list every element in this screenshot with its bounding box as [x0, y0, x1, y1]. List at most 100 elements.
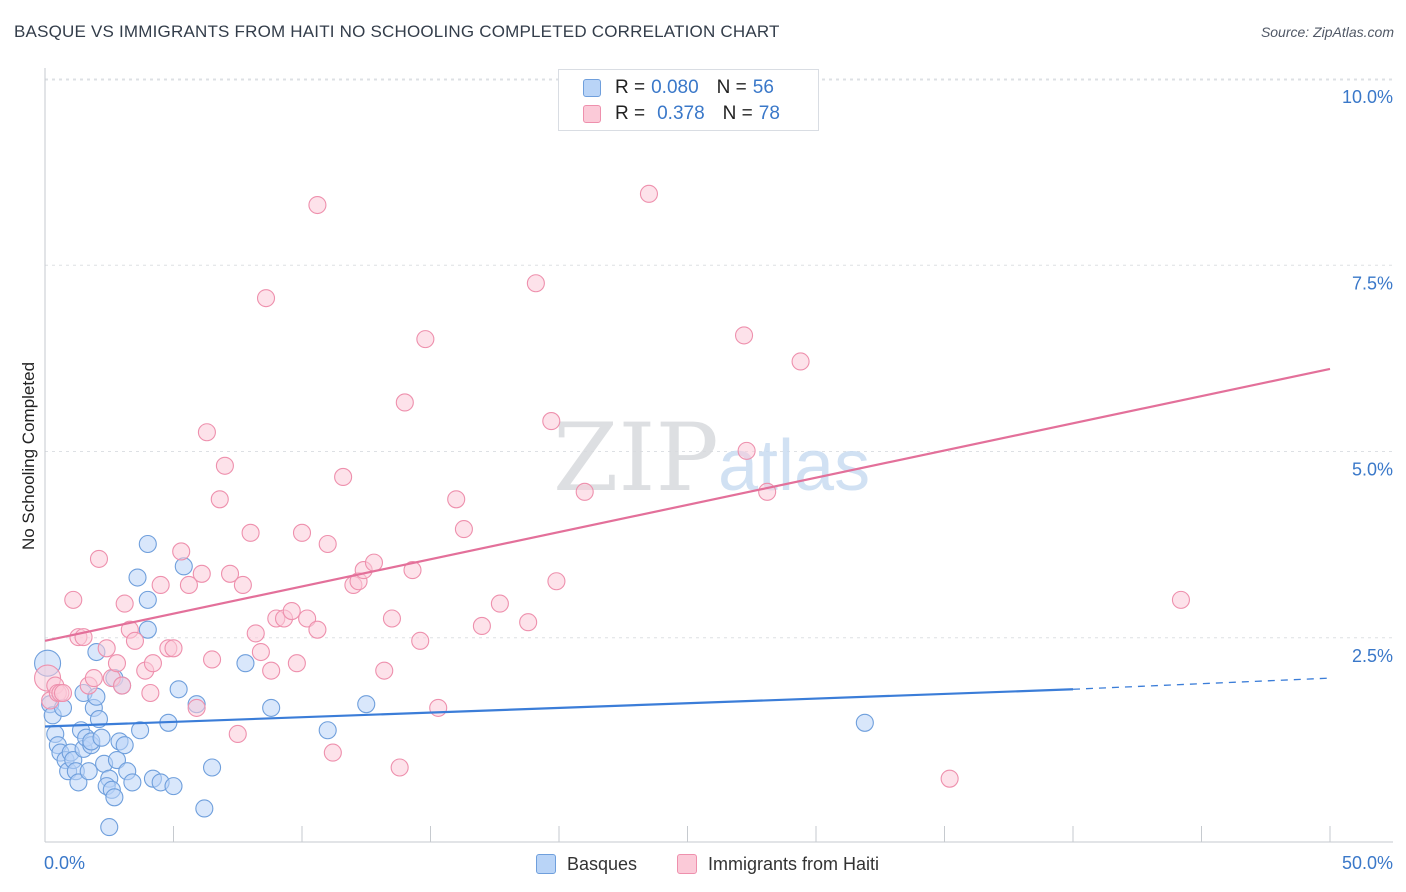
haiti-point: [429, 698, 448, 717]
haiti-point: [364, 553, 384, 572]
haiti-point: [287, 654, 306, 673]
basque-trend-extension: [1072, 677, 1331, 690]
haiti-point: [256, 289, 276, 308]
haiti-trend-line: [44, 367, 1331, 642]
y-tick-label: 7.5%: [1352, 273, 1393, 293]
basque-point: [115, 736, 134, 755]
bottom-legend-basques: Basques: [536, 852, 637, 876]
chart-title: BASQUE VS IMMIGRANTS FROM HAITI NO SCHOO…: [14, 22, 780, 41]
y-tick-label: 5.0%: [1352, 460, 1393, 480]
basque-point: [138, 590, 157, 609]
legend-swatch-basques: [583, 79, 601, 97]
haiti-point: [791, 352, 810, 371]
basque-point: [262, 698, 281, 717]
basque-point: [128, 568, 147, 587]
basque-point: [236, 654, 255, 673]
haiti-point: [308, 620, 327, 639]
legend-r-label: R =: [615, 103, 646, 124]
haiti-point: [382, 609, 402, 628]
haiti-point: [292, 523, 312, 542]
haiti-point: [262, 661, 281, 680]
basque-trend-line: [44, 688, 1074, 728]
basque-point: [174, 557, 193, 576]
haiti-point: [97, 639, 116, 658]
legend-r-value: 0.378: [657, 103, 705, 124]
tick-labels: 2.5% 5.0% 7.5% 10.0% 0.0% 50.0%: [44, 87, 1393, 873]
legend-n-label: N =: [722, 103, 753, 124]
haiti-point: [318, 534, 337, 554]
haiti-point: [403, 561, 422, 580]
basque-point: [195, 799, 214, 818]
legend-row-basques: R = 0.080 N = 56: [583, 76, 774, 100]
y-axis-label: No Schooling Completed: [19, 362, 38, 550]
trend-lines: [44, 367, 1331, 728]
basque-point: [69, 773, 88, 792]
bottom-legend-swatch-basques: [536, 854, 556, 874]
haiti-point: [228, 724, 247, 744]
haiti-point: [115, 594, 134, 613]
haiti-point: [737, 441, 756, 460]
haiti-point: [334, 467, 353, 487]
bottom-legend-swatch-haiti: [677, 854, 697, 874]
legend-n-value: 56: [752, 77, 774, 98]
haiti-point: [411, 631, 430, 650]
basque-point: [100, 818, 119, 837]
haiti-point: [179, 575, 198, 595]
haiti-point: [233, 575, 252, 595]
haiti-point: [89, 549, 109, 568]
haiti-point: [64, 590, 83, 609]
basque-point: [105, 788, 124, 807]
haiti-point: [187, 698, 206, 717]
haiti-point: [107, 654, 127, 673]
basque-point: [357, 695, 376, 714]
haiti-point: [734, 326, 754, 345]
haiti-point: [375, 661, 394, 680]
haiti-point: [151, 575, 170, 595]
haiti-point: [575, 482, 594, 501]
basque-point: [107, 750, 127, 770]
legend-r-label: R =: [615, 77, 646, 98]
x-tick-label-min: 0.0%: [44, 853, 85, 873]
haiti-point: [143, 654, 162, 673]
haiti-point: [298, 609, 317, 628]
haiti-point: [220, 564, 240, 583]
gridlines: [45, 78, 1393, 639]
haiti-point: [164, 639, 183, 658]
legend-r-value: 0.080: [651, 77, 699, 98]
legend-swatch-haiti: [583, 105, 601, 123]
haiti-point: [490, 594, 509, 613]
haiti-point: [192, 564, 211, 583]
haiti-point: [542, 412, 561, 431]
haiti-point: [639, 184, 659, 203]
basque-point: [203, 758, 222, 777]
haiti-point: [390, 758, 409, 777]
haiti-point: [547, 572, 566, 591]
haiti-point: [323, 743, 342, 762]
haiti-point: [282, 601, 301, 621]
haiti-point: [526, 274, 545, 293]
haiti-point: [197, 423, 216, 442]
basque-point: [169, 680, 188, 699]
basque-point: [138, 534, 157, 554]
y-tick-label: 10.0%: [1342, 87, 1393, 107]
y-tick-label: 2.5%: [1352, 646, 1393, 666]
x-tick-label-max: 50.0%: [1342, 853, 1393, 873]
legend-row-haiti: R = 0.378 N = 78: [583, 102, 780, 126]
haiti-point: [241, 523, 260, 542]
haiti-point: [113, 676, 132, 695]
haiti-point: [203, 650, 222, 669]
haiti-point: [141, 683, 160, 703]
haiti-point: [395, 393, 414, 412]
basque-point: [79, 762, 98, 781]
correlation-legend: R = 0.080 N = 56 R = 0.378 N = 78: [558, 69, 819, 131]
bottom-legend-label-basques: Basques: [567, 853, 638, 874]
source-credit: Source: ZipAtlas.com: [1260, 24, 1394, 40]
bottom-legend-label-haiti: Immigrants from Haiti: [708, 853, 880, 874]
basque-point: [131, 721, 150, 740]
haiti-point: [246, 624, 265, 643]
basque-point: [318, 721, 337, 740]
haiti-point: [215, 456, 234, 475]
haiti-point: [940, 769, 959, 788]
haiti-point: [251, 642, 270, 662]
